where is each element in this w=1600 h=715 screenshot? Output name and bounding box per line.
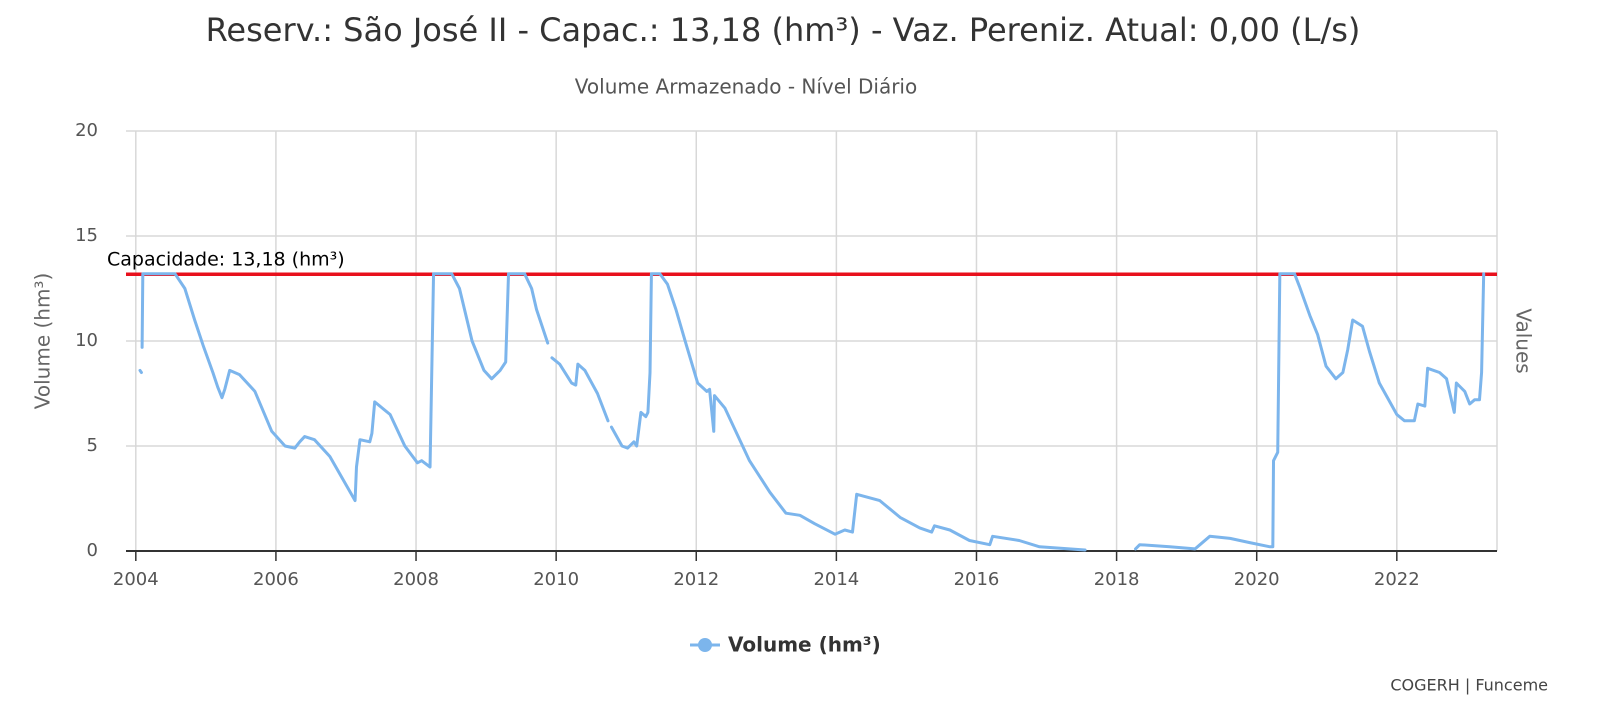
y-tick-label: 15 [75,225,98,246]
legend-label[interactable]: Volume (hm³) [728,633,881,657]
x-tick-label: 2012 [673,569,719,590]
series-line [138,272,1486,552]
x-tick-label: 2006 [253,569,299,590]
y-tick-label: 20 [75,120,98,141]
x-tick-label: 2004 [113,569,159,590]
legend-marker [698,638,712,652]
x-tick-label: 2022 [1374,569,1420,590]
y-tick-label: 5 [87,435,98,456]
x-tick-label: 2020 [1234,569,1280,590]
x-tick-label: 2008 [393,569,439,590]
x-tick-label: 2014 [813,569,859,590]
x-tick-label: 2016 [954,569,1000,590]
y-axis-title: Volume (hm³) [31,273,55,410]
y2-axis-title: Values [1512,308,1536,373]
capacity-label: Capacidade: 13,18 (hm³) [107,249,345,271]
x-tick-label: 2010 [533,569,579,590]
chart-title: Reserv.: São José II - Capac.: 13,18 (hm… [206,11,1361,49]
chart-subtitle: Volume Armazenado - Nível Diário [575,75,917,99]
credits: COGERH | Funceme [1390,676,1548,695]
x-tick-label: 2018 [1094,569,1140,590]
legend[interactable]: Volume (hm³) [690,633,881,657]
y-tick-label: 0 [87,540,98,561]
y-tick-label: 10 [75,330,98,351]
